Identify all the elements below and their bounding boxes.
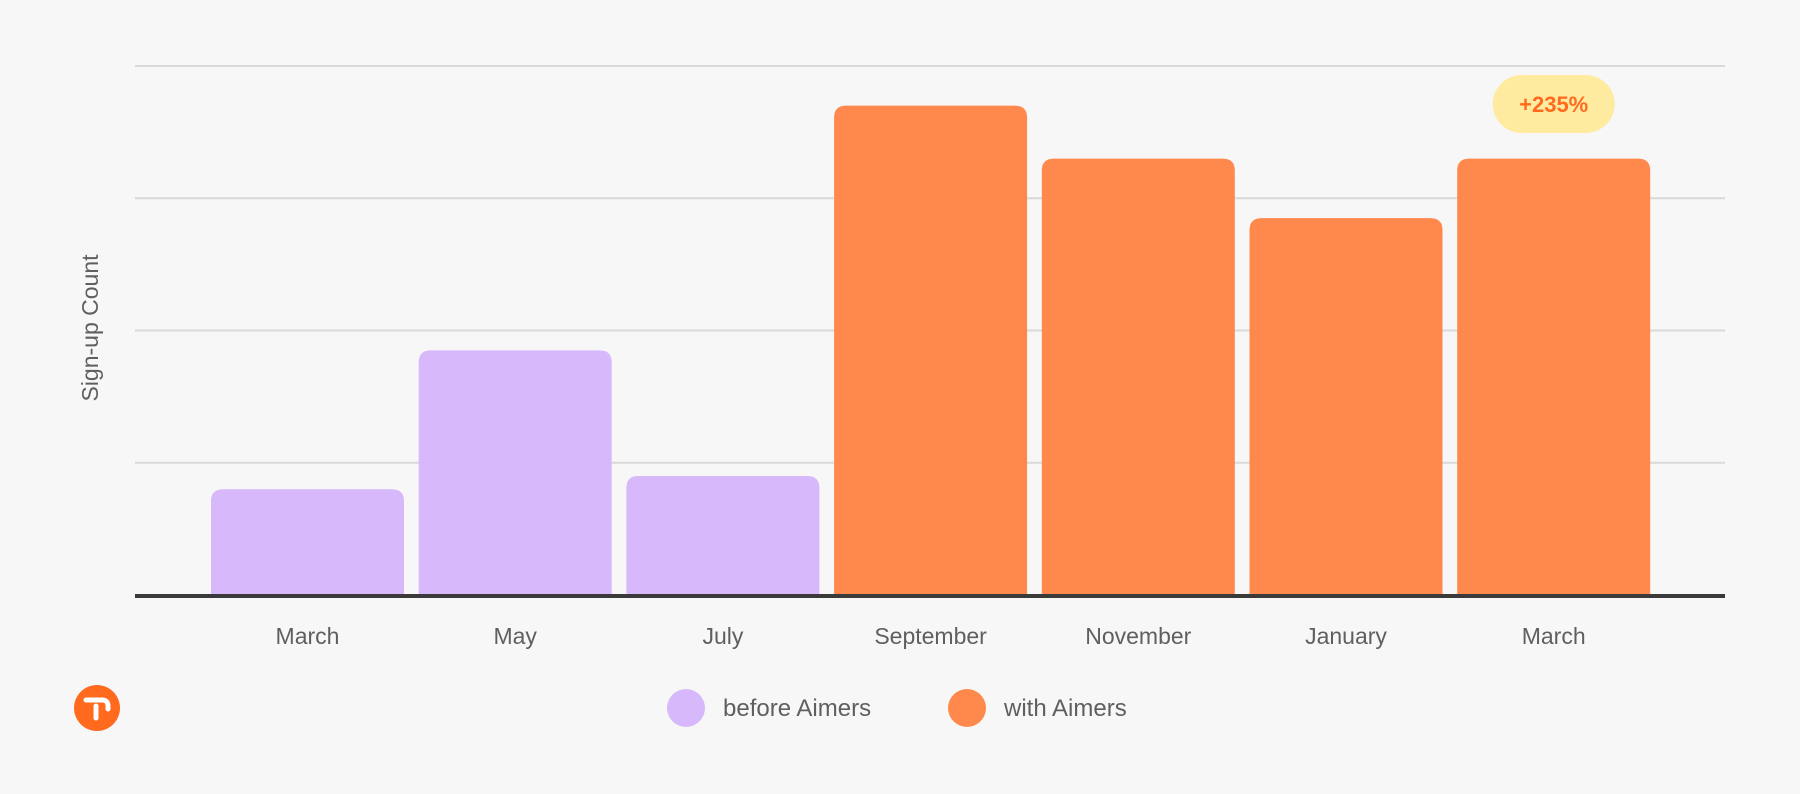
x-tick-labels: March May July September November January Marc… [276,623,1586,649]
growth-badge-text: +235% [1519,92,1588,117]
x-tick-label: July [702,623,743,649]
legend-swatch-with [948,689,986,727]
bars [211,105,1651,596]
bar-september-3 [834,105,1028,596]
brand-logo-icon [74,685,120,731]
bar-july-2 [626,475,820,595]
growth-badge-background [1492,75,1615,133]
x-tick-label: May [493,623,537,649]
x-tick-label: November [1085,623,1191,649]
legend: before Aimers with Aimers [667,689,1127,727]
bar-march-0 [211,489,404,595]
x-tick-label: September [874,623,987,649]
legend-swatch-before [667,689,705,727]
x-tick-label: January [1305,623,1387,649]
bar-march-6 [1457,158,1651,595]
bar-january-5 [1249,218,1443,595]
bar-november-4 [1041,158,1235,595]
x-tick-label: March [1522,623,1586,649]
bar-may-1 [418,350,612,595]
legend-label-with: with Aimers [1003,695,1127,722]
growth-badge: +235% [1492,75,1615,133]
legend-label-before: before Aimers [723,695,871,722]
y-axis-label: Sign-up Count [77,254,103,402]
x-tick-label: March [276,623,340,649]
